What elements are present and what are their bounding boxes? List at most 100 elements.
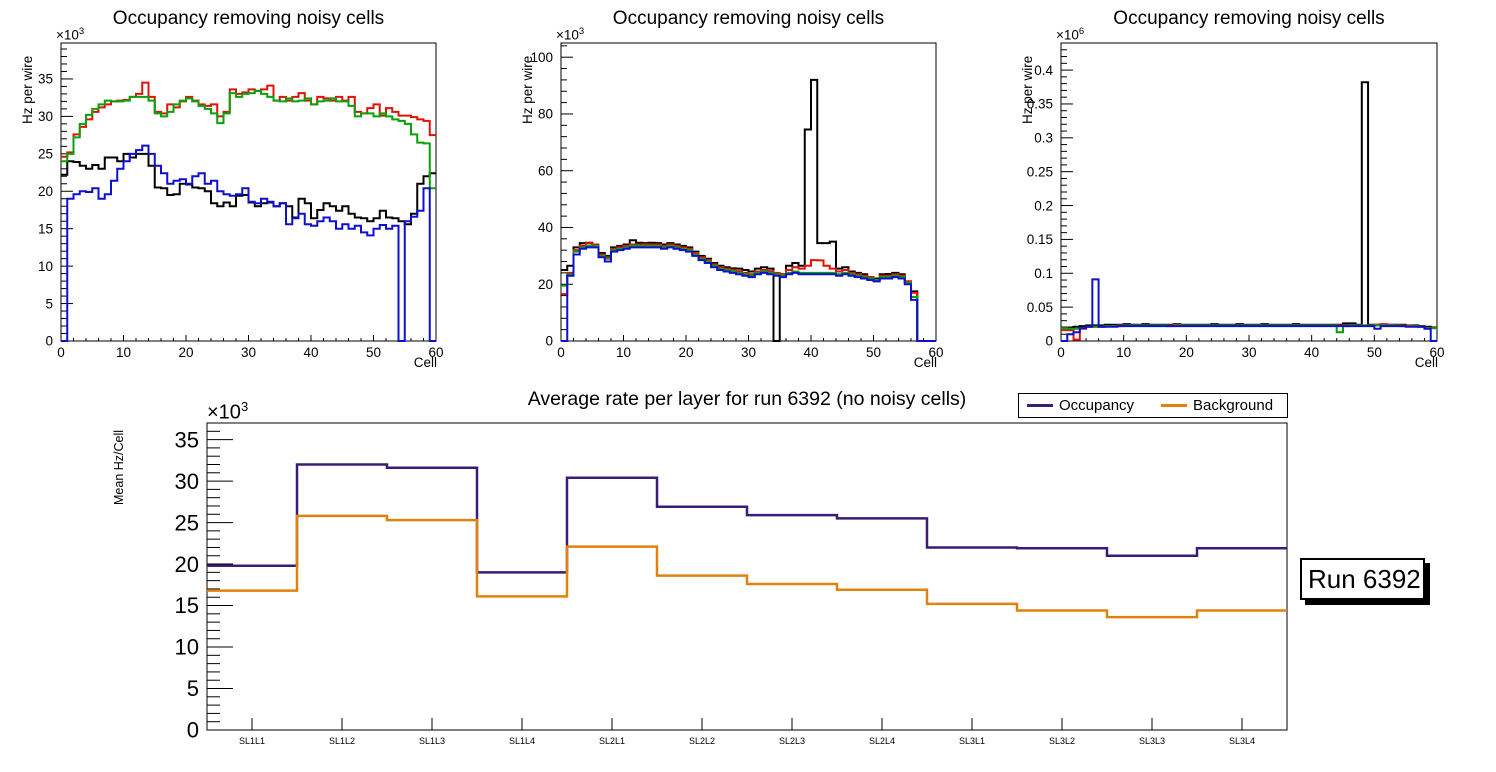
x-tick-label: SL1L3	[419, 736, 445, 746]
x-tick-label: 30	[241, 345, 256, 360]
y-tick-label: 25	[175, 510, 199, 535]
chart1-scale-exponent: ×103	[56, 26, 85, 43]
y-tick-label: 40	[538, 220, 553, 235]
x-tick-label: 10	[616, 345, 631, 360]
y-tick-label: 0.3	[1034, 131, 1053, 146]
x-tick-label: 20	[678, 345, 693, 360]
series-red	[561, 242, 936, 342]
x-tick-label: SL2L3	[779, 736, 805, 746]
y-tick-label: 35	[175, 427, 199, 452]
legend: Occupancy Background	[1018, 393, 1288, 418]
x-tick-label: 20	[1179, 345, 1194, 360]
legend-entry-occupancy: Occupancy	[1019, 397, 1153, 414]
y-tick-label: 5	[45, 296, 53, 311]
y-tick-label: 0.2	[1034, 198, 1053, 213]
plot-frame	[1060, 42, 1438, 342]
x-tick-label: SL3L1	[959, 736, 985, 746]
y-tick-label: 30	[175, 469, 199, 494]
x-tick-label: SL3L4	[1229, 736, 1255, 746]
series-green	[61, 89, 436, 190]
x-tick-label: 50	[1367, 345, 1382, 360]
y-tick-label: 0.15	[1027, 232, 1053, 247]
chart4-y-axis-label: Mean Hz/Cell	[112, 429, 126, 505]
y-tick-label: 0.25	[1027, 164, 1053, 179]
x-tick-label: 30	[1241, 345, 1256, 360]
y-tick-label: 30	[38, 109, 53, 124]
legend-label-background: Background	[1193, 397, 1274, 414]
y-tick-label: 10	[38, 259, 53, 274]
y-tick-label: 0	[45, 334, 53, 349]
x-tick-label: 50	[366, 345, 381, 360]
chart3-title: Occupancy removing noisy cells	[1113, 8, 1385, 29]
plot-frame	[60, 42, 437, 342]
series-black	[1061, 81, 1437, 329]
x-tick-label: SL2L1	[599, 736, 625, 746]
y-tick-label: 0	[545, 334, 553, 349]
x-tick-label: 40	[803, 345, 818, 360]
series-black	[561, 78, 936, 342]
legend-entry-background: Background	[1153, 397, 1287, 414]
x-tick-label: SL3L3	[1139, 736, 1165, 746]
chart4-scale-exponent: ×103	[207, 399, 249, 424]
plot-frame	[206, 422, 1288, 731]
y-tick-label: 15	[175, 593, 199, 618]
y-tick-label: 80	[538, 107, 553, 122]
x-tick-label: SL3L2	[1049, 736, 1075, 746]
x-tick-label: 10	[1116, 345, 1131, 360]
x-tick-label: SL1L4	[509, 736, 535, 746]
run-number-box: Run 6392	[1300, 558, 1425, 600]
y-tick-label: 5	[187, 676, 199, 701]
y-tick-label: 25	[38, 147, 53, 162]
y-tick-label: 20	[538, 277, 553, 292]
chart3-x-axis-label: Cell	[1414, 355, 1438, 370]
y-tick-label: 20	[38, 184, 53, 199]
legend-label-occupancy: Occupancy	[1059, 397, 1135, 414]
chart1-x-axis-label: Cell	[413, 355, 437, 370]
plot-frame	[560, 42, 937, 342]
y-tick-label: 20	[175, 552, 199, 577]
series-blue	[561, 246, 936, 342]
y-tick-label: 0.05	[1027, 300, 1053, 315]
occupancy-line-swatch	[1027, 404, 1053, 407]
y-tick-label: 10	[175, 635, 199, 660]
x-tick-label: 30	[741, 345, 756, 360]
series-background	[207, 514, 1287, 619]
y-tick-label: 0.4	[1034, 63, 1053, 78]
y-tick-label: 35	[38, 72, 53, 87]
x-tick-label: 0	[57, 345, 65, 360]
x-tick-label: SL2L2	[689, 736, 715, 746]
x-tick-label: 20	[178, 345, 193, 360]
background-line-swatch	[1161, 404, 1187, 407]
y-tick-label: 0	[187, 718, 199, 743]
chart2-x-axis-label: Cell	[913, 355, 937, 370]
series-green	[561, 244, 936, 342]
x-tick-label: 40	[303, 345, 318, 360]
series-occupancy	[207, 463, 1287, 574]
x-tick-label: 40	[1304, 345, 1319, 360]
series-blue	[61, 144, 436, 342]
x-tick-label: 10	[116, 345, 131, 360]
series-blue	[1061, 278, 1437, 342]
x-tick-label: SL1L2	[329, 736, 355, 746]
y-tick-label: 60	[538, 163, 553, 178]
y-tick-label: 0	[1045, 334, 1053, 349]
chart2-y-axis-label: Hz per wire	[520, 55, 535, 124]
chart4-title: Average rate per layer for run 6392 (no …	[527, 388, 967, 410]
y-tick-label: 15	[38, 221, 53, 236]
chart2-scale-exponent: ×103	[556, 26, 585, 43]
chart1-title: Occupancy removing noisy cells	[112, 8, 385, 29]
x-tick-label: 50	[866, 345, 881, 360]
x-tick-label: 0	[1057, 345, 1065, 360]
series-red	[1061, 323, 1437, 341]
chart2-title: Occupancy removing noisy cells	[612, 8, 885, 29]
x-tick-label: SL2L4	[869, 736, 895, 746]
series-black	[61, 152, 436, 226]
series-green	[1061, 324, 1437, 334]
x-tick-label: SL1L1	[239, 736, 265, 746]
chart1-y-axis-label: Hz per wire	[20, 55, 35, 124]
